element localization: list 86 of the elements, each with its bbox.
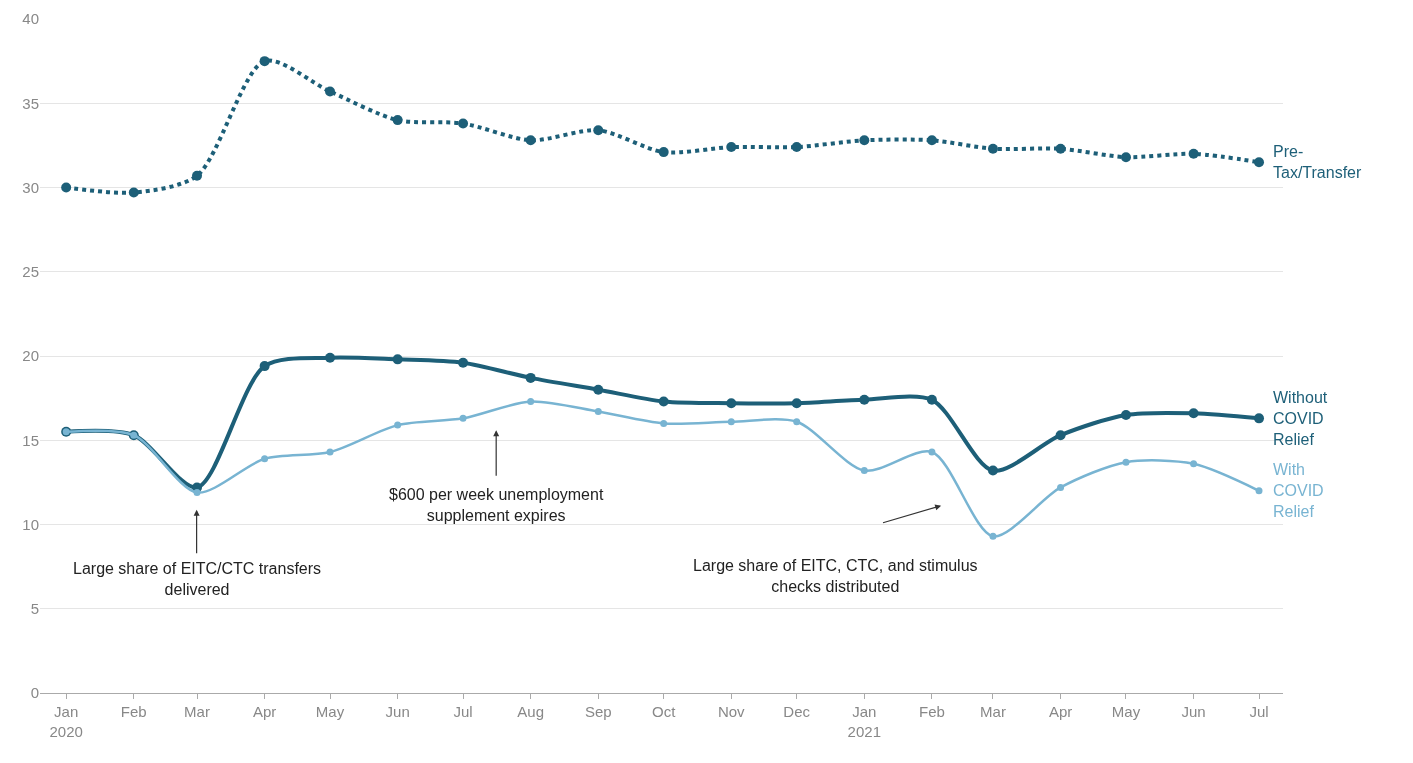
x-tick-label: Jun — [1181, 703, 1206, 720]
x-tick-label: Jan 2021 — [847, 703, 881, 740]
y-tick-label: 30 — [22, 178, 39, 196]
point — [392, 115, 403, 126]
point — [1120, 409, 1131, 420]
point — [1055, 143, 1066, 154]
x-tick-label: Feb — [918, 703, 945, 720]
point — [593, 125, 604, 136]
x-tick-label: Feb — [120, 703, 147, 720]
point — [593, 384, 604, 395]
point — [193, 488, 201, 496]
x-tick-label: Aug — [517, 703, 545, 720]
point — [658, 147, 669, 158]
annotation: Large share of EITC, CTC, and stimulus checks distributed — [693, 557, 978, 595]
series-label: Without COVID Relief — [1273, 389, 1328, 448]
x-tick-label: Apr — [252, 703, 277, 720]
x-tick-label: Oct — [652, 703, 677, 720]
x-tick-label: Jul — [453, 703, 473, 720]
point — [660, 419, 668, 427]
point — [325, 352, 336, 363]
point — [1122, 458, 1130, 466]
x-tick-label: Mar — [980, 703, 1006, 720]
point — [1188, 408, 1199, 419]
point — [594, 408, 602, 416]
x-tick-label: Mar — [184, 703, 210, 720]
point — [859, 394, 870, 405]
x-tick-label: Jun — [385, 703, 410, 720]
x-tick-label: Sep — [584, 703, 612, 720]
point — [458, 118, 469, 129]
y-tick-label: 20 — [22, 347, 39, 365]
point — [987, 465, 998, 476]
point — [392, 354, 403, 365]
point — [1254, 413, 1265, 424]
point — [791, 142, 802, 153]
point — [326, 448, 334, 456]
y-tick-label: 15 — [22, 431, 39, 449]
point — [987, 143, 998, 154]
point — [1055, 430, 1066, 441]
y-tick-label: 35 — [22, 94, 39, 112]
point — [458, 357, 469, 368]
point — [1254, 157, 1265, 168]
point — [192, 170, 203, 181]
point — [793, 418, 801, 426]
point — [1057, 483, 1065, 491]
point — [727, 418, 735, 426]
point — [928, 448, 936, 456]
point — [525, 372, 536, 383]
y-tick-label: 5 — [30, 600, 39, 617]
annotation: Large share of EITC/CTC transfers delivered — [73, 560, 322, 598]
y-tick-label: 10 — [22, 515, 39, 533]
point — [1120, 152, 1131, 163]
point — [527, 397, 535, 405]
point — [1190, 460, 1198, 468]
annotation: $600 per week unemployment supplement expires — [389, 486, 604, 524]
point — [859, 135, 870, 146]
y-tick-label: 25 — [22, 263, 39, 280]
point — [61, 182, 72, 193]
x-tick-label: May — [315, 703, 345, 720]
point — [259, 361, 270, 372]
x-tick-label: Jul — [1249, 703, 1269, 720]
x-tick-label: Apr — [1048, 703, 1073, 720]
x-tick-label: Dec — [783, 703, 811, 720]
point — [1255, 487, 1263, 495]
point — [860, 467, 868, 475]
series-label: Pre- Tax/Transfer — [1273, 143, 1362, 181]
y-tick-label: 0 — [30, 684, 39, 702]
point — [394, 421, 402, 429]
point — [128, 187, 139, 198]
point — [926, 394, 937, 405]
point — [1188, 148, 1199, 159]
point — [259, 56, 270, 67]
point — [325, 86, 336, 97]
point — [658, 396, 669, 407]
point — [989, 532, 997, 540]
series-label: With COVID Relief — [1273, 461, 1324, 520]
point — [726, 398, 737, 409]
point — [525, 135, 536, 146]
x-tick-label: Jan 2020 — [49, 703, 83, 740]
point — [261, 455, 269, 463]
x-tick-label: Nov — [717, 703, 746, 720]
point — [926, 135, 937, 146]
y-tick-label: 40 — [22, 10, 39, 28]
point — [459, 414, 467, 422]
point — [726, 142, 737, 153]
point — [791, 398, 802, 409]
x-tick-label: May — [1111, 703, 1141, 720]
